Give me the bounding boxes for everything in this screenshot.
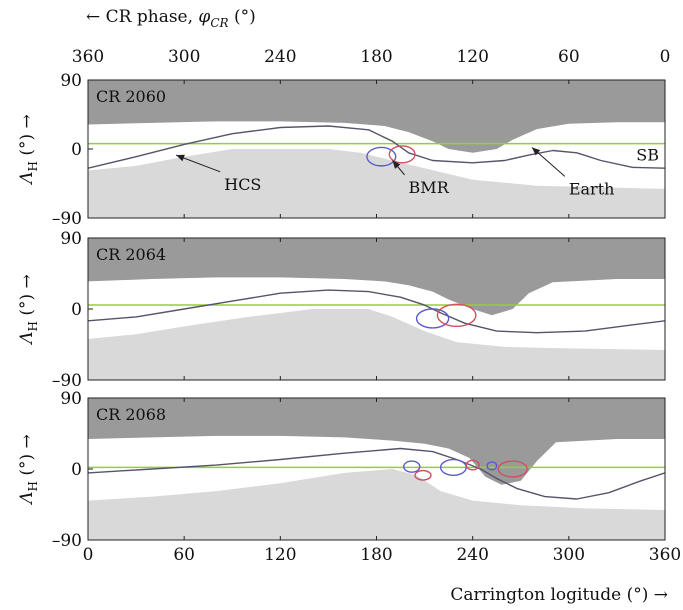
y-axis-title-subscript: H [26, 321, 40, 331]
annotation-arrow-head [531, 147, 541, 156]
y-tick-label: –90 [52, 209, 82, 229]
bottom-tick-label: 300 [553, 545, 585, 565]
top-tick-label: 300 [168, 47, 200, 67]
hcs-line [88, 447, 665, 500]
top-axis-title-unit: (°) [229, 7, 256, 27]
top-axis-title-main: ← CR phase, [86, 7, 198, 27]
y-tick-label: 0 [71, 140, 82, 160]
bottom-tick-label: 0 [83, 545, 94, 565]
top-axis-title-symbol: φ [198, 7, 210, 27]
y-axis-title-unit: (°) → [17, 274, 37, 321]
panel-label: CR 2068 [96, 405, 166, 424]
top-axis-title: ← CR phase, φCR (°) [86, 7, 256, 30]
panel-3: 90 0 –90 ΛH (°) → CR 2068 [17, 389, 666, 551]
panel-label: CR 2060 [96, 87, 166, 106]
north-polar-region [88, 80, 665, 153]
annotation-label: BMR [409, 178, 450, 197]
bottom-tick-label: 120 [264, 545, 296, 565]
y-tick-label: 90 [60, 229, 82, 249]
bmr-contour-negative [366, 146, 397, 167]
y-axis-title-symbol: Λ [17, 172, 37, 186]
annotation-arrow-head [176, 154, 185, 162]
annotation-label: HCS [224, 175, 261, 194]
panel-plot-area [88, 80, 665, 218]
panel-1: 90 0 –90 ΛH (°) → CR 2060 SB HCS BMR Earth [17, 71, 666, 229]
sb-label: SB [636, 146, 659, 165]
y-axis-title-symbol: Λ [17, 492, 37, 506]
y-axis-title-subscript: H [26, 161, 40, 171]
bottom-tick-label: 60 [173, 545, 195, 565]
bmr-contour-positive [388, 145, 416, 164]
bottom-tick-label: 360 [649, 545, 681, 565]
top-tick-label: 60 [558, 47, 580, 67]
bmr-contour-negative [486, 461, 498, 471]
top-tick-label: 360 [72, 47, 104, 67]
y-axis-title-symbol: Λ [17, 332, 37, 346]
panel-2: 90 0 –90 ΛH (°) → CR 2064 [17, 229, 666, 391]
panel-plot-area [88, 398, 665, 540]
bottom-tick-label: 240 [456, 545, 488, 565]
south-polar-region [88, 149, 665, 218]
top-tick-label: 180 [360, 47, 392, 67]
annotation-label: Earth [569, 179, 615, 198]
annotation-arrow-head [392, 160, 401, 169]
bottom-tick-label: 180 [360, 545, 392, 565]
y-axis-title: ΛH (°) → [17, 114, 40, 186]
y-tick-label: 90 [60, 389, 82, 409]
y-axis-title: ΛH (°) → [17, 274, 40, 346]
bottom-axis: Carrington logitude (°) → 0 60 120 180 240 30… [83, 545, 682, 605]
bottom-axis-title: Carrington logitude (°) → [450, 585, 668, 605]
south-polar-region [88, 309, 665, 380]
north-polar-region [88, 238, 665, 316]
y-tick-label: 90 [60, 71, 82, 91]
y-tick-label: 0 [71, 460, 82, 480]
y-axis-title-unit: (°) → [17, 434, 37, 481]
bmr-contour-positive [436, 303, 477, 328]
top-axis-title-subscript: CR [210, 16, 228, 30]
bmr-contour-negative [403, 460, 421, 473]
top-tick-label: 240 [264, 47, 296, 67]
y-axis-title: ΛH (°) → [17, 434, 40, 506]
y-axis-title-subscript: H [26, 481, 40, 491]
bmr-contour-negative [415, 308, 450, 329]
panel-label: CR 2064 [96, 245, 166, 264]
top-tick-label: 0 [660, 47, 671, 67]
south-polar-region [88, 469, 665, 540]
hcs-line [88, 289, 665, 334]
y-axis-title-unit: (°) → [17, 114, 37, 161]
bmr-contour-positive [465, 459, 480, 471]
hcs-line [88, 125, 665, 169]
top-tick-label: 120 [456, 47, 488, 67]
y-tick-label: –90 [52, 371, 82, 391]
panel-plot-area [88, 238, 665, 380]
bmr-contour-positive [414, 469, 432, 481]
y-tick-label: –90 [52, 531, 82, 551]
top-axis: ← CR phase, φCR (°) 360 300 240 180 120 60 0 [72, 7, 671, 67]
y-tick-label: 0 [71, 300, 82, 320]
bmr-contour-positive [497, 460, 528, 478]
